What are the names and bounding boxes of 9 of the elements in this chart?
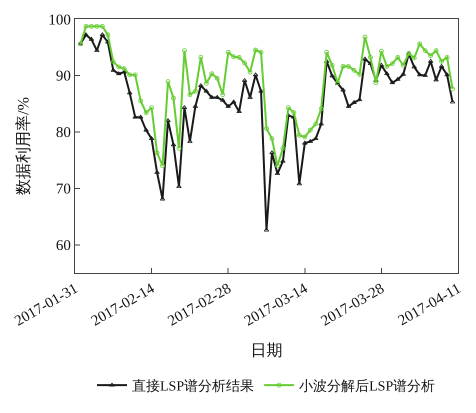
y-tick-label: 70 [56,182,71,198]
y-tick-label: 80 [56,125,71,142]
y-tick-label: 100 [48,12,71,28]
y-tick-label: 90 [56,68,71,85]
y-axis-title: 数据利用率/% [14,97,32,195]
legend-label: 直接LSP谱分析结果 [132,378,254,395]
x-axis-title: 日期 [250,341,282,360]
y-tick-label: 60 [56,238,71,254]
legend-label: 小波分解后LSP谱分析 [299,378,436,395]
